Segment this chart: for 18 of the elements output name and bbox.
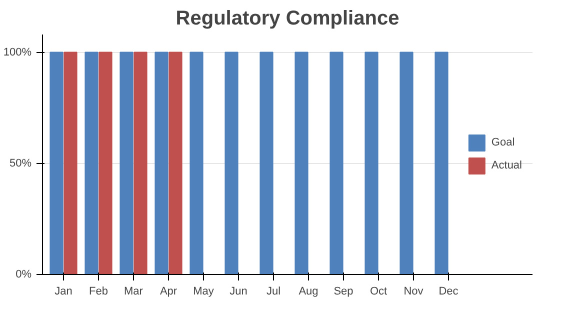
legend-label: Actual: [491, 160, 522, 172]
legend-label: Goal: [491, 136, 515, 148]
y-tick-label: 50%: [9, 157, 32, 170]
x-tick-label: Feb: [89, 286, 108, 298]
chart-title: Regulatory Compliance: [176, 8, 400, 30]
x-tick-label: Nov: [404, 286, 424, 298]
x-tick-label: Sep: [334, 286, 354, 298]
x-tick-label: Aug: [298, 286, 318, 298]
y-tick-label: 0%: [16, 268, 32, 280]
x-tick-label: Jan: [54, 286, 72, 298]
x-tick-label: Oct: [370, 286, 388, 298]
x-tick-label: May: [193, 286, 214, 298]
x-tick-label: Mar: [124, 286, 144, 298]
x-tick-label: Jun: [230, 286, 248, 298]
x-tick-label: Apr: [160, 286, 178, 298]
x-tick-label: Jul: [266, 286, 281, 298]
y-tick-label: 100%: [3, 46, 32, 58]
x-tick-label: Dec: [438, 286, 459, 298]
